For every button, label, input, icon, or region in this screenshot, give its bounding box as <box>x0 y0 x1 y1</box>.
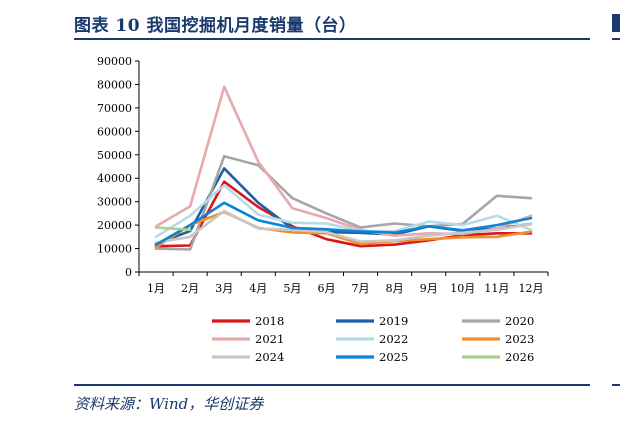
legend-label-2025: 2025 <box>379 350 408 364</box>
adjacent-panel-divider <box>612 38 620 40</box>
legend-label-2023: 2023 <box>505 332 534 346</box>
series-line-2018 <box>154 180 533 248</box>
y-tick-label: 30000 <box>97 196 132 209</box>
x-tick-label: 3月 <box>215 282 233 295</box>
series-line-2026 <box>154 226 192 232</box>
source-divider <box>74 384 590 386</box>
x-tick-label: 6月 <box>317 282 335 295</box>
series-line-2024 <box>154 209 533 244</box>
x-tick-label: 8月 <box>386 282 404 295</box>
legend-label-2021: 2021 <box>255 332 284 346</box>
x-tick-label: 4月 <box>249 282 267 295</box>
source-note: 资料来源：Wind，华创证券 <box>74 395 264 413</box>
x-tick-label: 2月 <box>181 282 199 295</box>
y-tick-label: 10000 <box>97 243 132 256</box>
x-tick-label: 11月 <box>484 282 509 295</box>
x-tick-label: 9月 <box>420 282 438 295</box>
title-divider <box>74 38 590 40</box>
x-tick-label: 10月 <box>450 282 475 295</box>
y-tick-label: 80000 <box>97 78 132 91</box>
y-tick-label: 60000 <box>97 125 132 138</box>
title-row: 图表 10 我国挖掘机月度销量（台） <box>74 8 590 36</box>
x-tick-label: 7月 <box>352 282 370 295</box>
y-tick-label: 90000 <box>97 55 132 68</box>
legend-label-2018: 2018 <box>255 314 284 328</box>
legend-label-2020: 2020 <box>505 314 534 328</box>
x-tick-label: 5月 <box>283 282 301 295</box>
adjacent-panel-edge <box>612 14 620 32</box>
x-tick-label: 12月 <box>518 282 543 295</box>
y-tick-label: 0 <box>125 266 132 279</box>
chart-title: 图表 10 我国挖掘机月度销量（台） <box>74 16 357 36</box>
legend-label-2019: 2019 <box>379 314 408 328</box>
y-tick-label: 20000 <box>97 219 132 232</box>
y-tick-label: 50000 <box>97 149 132 162</box>
y-tick-label: 40000 <box>97 172 132 185</box>
y-tick-label: 70000 <box>97 102 132 115</box>
legend-label-2024: 2024 <box>255 350 284 364</box>
x-tick-label: 1月 <box>147 282 165 295</box>
series-line-2020 <box>154 154 533 251</box>
series-line-2022 <box>154 184 533 239</box>
adjacent-source-divider <box>612 384 620 386</box>
legend-label-2026: 2026 <box>505 350 534 364</box>
legend-label-2022: 2022 <box>379 332 408 346</box>
series-line-2025 <box>154 201 533 246</box>
